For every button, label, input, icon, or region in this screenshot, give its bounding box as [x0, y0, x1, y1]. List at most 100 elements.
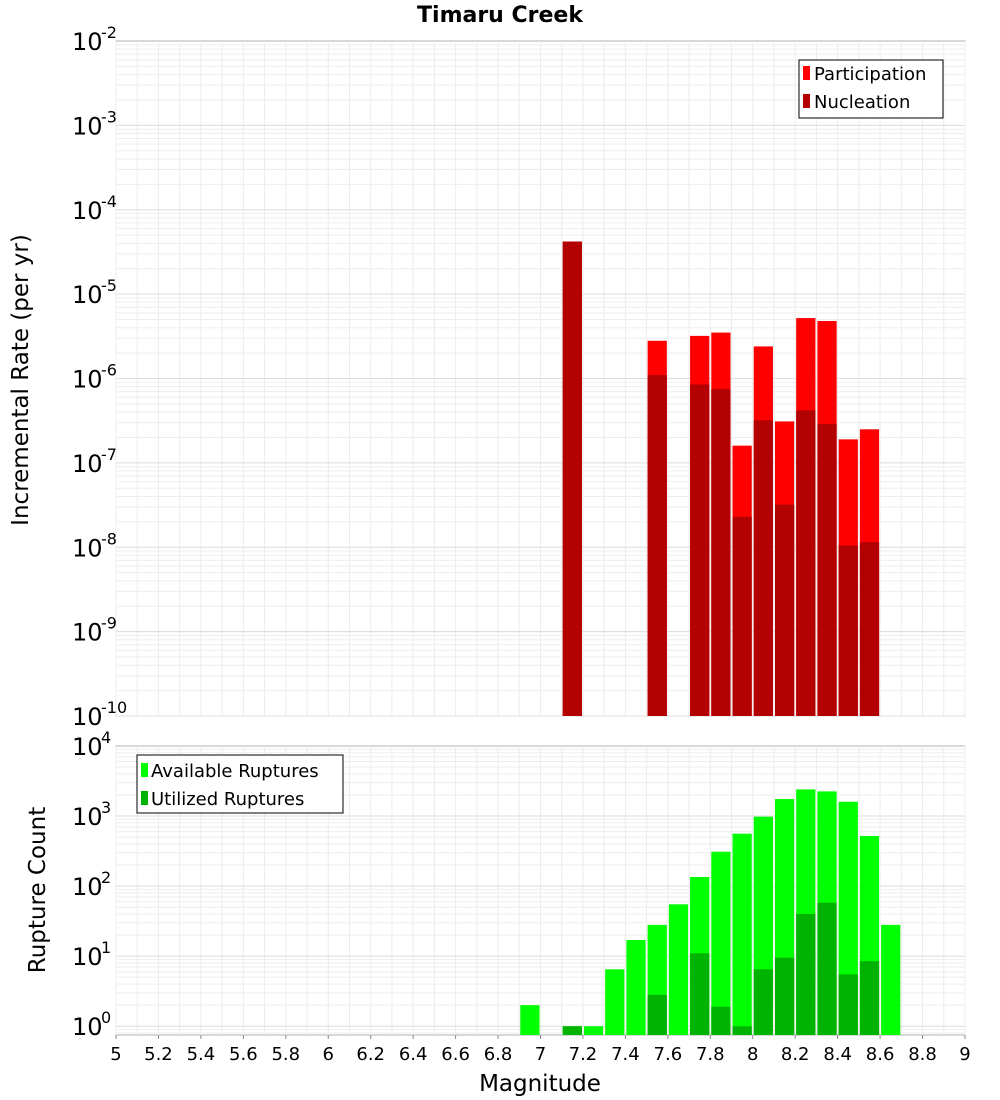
y-tick-label: 104	[72, 728, 111, 761]
chart-title: Timaru Creek	[417, 3, 584, 28]
x-tick-label: 5.2	[144, 1044, 173, 1065]
y-tick-exponent: 3	[101, 798, 111, 817]
x-axis-label: Magnitude	[479, 1071, 601, 1097]
rate-panel: 10-210-310-410-510-610-710-810-910-10 In…	[8, 23, 966, 731]
rate-legend-box	[798, 59, 944, 119]
x-tick-label: 5.4	[187, 1044, 216, 1065]
available-legend-swatch	[141, 763, 148, 777]
y-tick-base: 10	[72, 112, 103, 140]
x-tick-label: 6.8	[484, 1044, 513, 1065]
rate-bars	[562, 241, 880, 717]
y-tick-label: 10-4	[72, 192, 117, 225]
x-tick-label: 8.2	[781, 1044, 810, 1065]
y-tick-base: 10	[72, 197, 103, 225]
y-tick-base: 10	[72, 450, 103, 478]
x-tick-label: 5.8	[271, 1044, 300, 1065]
available-ruptures-bar	[711, 851, 731, 1035]
utilized-ruptures-bar	[859, 961, 880, 1035]
nucleation-bar	[711, 389, 731, 716]
x-tick-label: 7	[535, 1044, 546, 1065]
x-tick-label: 7.2	[569, 1044, 598, 1065]
y-tick-label: 100	[72, 1008, 111, 1041]
y-tick-exponent: -10	[101, 698, 127, 717]
nucleation-legend-swatch	[803, 94, 810, 108]
x-tick-label: 7.8	[696, 1044, 725, 1065]
utilized-ruptures-bar	[732, 1026, 752, 1035]
nucleation-bar	[562, 241, 582, 717]
y-tick-label: 10-3	[72, 107, 117, 140]
nucleation-bar	[838, 545, 858, 716]
y-tick-exponent: -3	[101, 107, 117, 126]
x-tick-label: 8.8	[908, 1044, 937, 1065]
nucleation-bar	[817, 423, 837, 716]
y-tick-base: 10	[72, 28, 103, 56]
nucleation-bar	[647, 375, 667, 716]
rate-legend: Participation Nucleation	[798, 59, 944, 119]
y-tick-label: 10-6	[72, 361, 117, 394]
y-tick-exponent: -6	[101, 361, 117, 380]
y-tick-exponent: -2	[101, 23, 117, 42]
x-tick-label: 9	[959, 1044, 970, 1065]
y-tick-exponent: -7	[101, 445, 117, 464]
x-tick-label: 6.4	[399, 1044, 428, 1065]
utilized-ruptures-bar	[817, 902, 837, 1035]
available-legend-label: Available Ruptures	[151, 761, 319, 782]
y-tick-base: 10	[72, 1013, 103, 1041]
utilized-ruptures-bar	[796, 914, 816, 1035]
nucleation-bar	[774, 504, 795, 716]
x-tick-label: 8	[747, 1044, 758, 1065]
y-tick-label: 10-8	[72, 529, 117, 562]
y-tick-base: 10	[72, 943, 103, 971]
utilized-ruptures-bar	[711, 1006, 731, 1035]
y-tick-base: 10	[72, 366, 103, 394]
y-tick-base: 10	[72, 619, 103, 647]
x-tick-label: 6	[323, 1044, 334, 1065]
available-ruptures-bar	[520, 1005, 540, 1035]
nucleation-bar	[690, 384, 710, 716]
x-tick-label: 5	[110, 1044, 121, 1065]
y-tick-label: 102	[72, 868, 111, 901]
y-tick-exponent: -4	[101, 192, 117, 211]
participation-legend-swatch	[803, 66, 810, 80]
utilized-ruptures-bar	[838, 974, 858, 1035]
y-tick-exponent: 1	[101, 938, 111, 957]
available-ruptures-bar	[583, 1026, 604, 1035]
x-axis-ticks: 5 5.2 5.4 5.6 5.8 6 6.2 6.4 6.6 6.8 7 7.2 7.4 7.6 7.8 8…	[110, 1035, 971, 1065]
available-ruptures-bar	[881, 924, 901, 1035]
available-ruptures-bar	[626, 940, 646, 1035]
y-tick-exponent: -9	[101, 614, 117, 633]
y-tick-base: 10	[72, 534, 103, 562]
y-tick-base: 10	[72, 803, 103, 831]
count-legend-box	[136, 754, 344, 814]
y-tick-base: 10	[72, 703, 103, 731]
nucleation-bar	[859, 542, 880, 716]
x-tick-label: 8.6	[866, 1044, 895, 1065]
utilized-ruptures-bar	[753, 969, 773, 1035]
y-tick-base: 10	[72, 281, 103, 309]
utilized-legend-swatch	[141, 791, 148, 805]
y-tick-exponent: -8	[101, 529, 117, 548]
utilized-ruptures-bar	[647, 994, 667, 1035]
nucleation-bar	[732, 516, 752, 716]
y-tick-label: 10-5	[72, 276, 117, 309]
x-tick-label: 7.6	[654, 1044, 683, 1065]
y-tick-exponent: -5	[101, 276, 117, 295]
x-tick-label: 5.6	[229, 1044, 258, 1065]
rate-gridlines	[115, 41, 966, 717]
count-legend: Available Ruptures Utilized Ruptures	[136, 754, 344, 814]
nucleation-bar	[753, 420, 773, 716]
available-ruptures-bar	[605, 969, 625, 1035]
y-tick-base: 10	[72, 873, 103, 901]
y-tick-label: 103	[72, 798, 111, 831]
y-tick-label: 101	[72, 938, 111, 971]
y-tick-label: 10-2	[72, 23, 117, 56]
nucleation-legend-label: Nucleation	[814, 92, 910, 113]
rate-y-axis-label: Incremental Rate (per yr)	[8, 234, 34, 526]
utilized-ruptures-bar	[690, 953, 710, 1035]
x-tick-label: 7.4	[611, 1044, 640, 1065]
x-tick-label: 8.4	[823, 1044, 852, 1065]
utilized-ruptures-bar	[774, 957, 795, 1035]
nucleation-bar	[796, 410, 816, 716]
